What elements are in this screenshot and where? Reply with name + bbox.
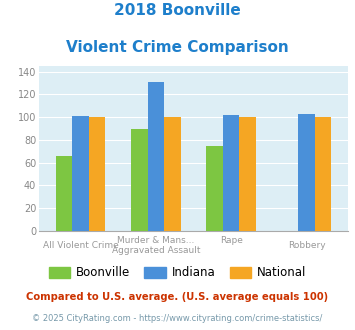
Legend: Boonville, Indiana, National: Boonville, Indiana, National xyxy=(44,262,311,284)
Bar xyxy=(223,115,239,231)
Bar xyxy=(56,156,72,231)
Text: Aggravated Assault: Aggravated Assault xyxy=(111,246,200,255)
Bar xyxy=(164,117,181,231)
Bar xyxy=(89,117,105,231)
Bar xyxy=(239,117,256,231)
Text: Robbery: Robbery xyxy=(288,241,325,250)
Text: Rape: Rape xyxy=(220,236,242,245)
Bar xyxy=(298,114,315,231)
Bar xyxy=(315,117,331,231)
Text: Compared to U.S. average. (U.S. average equals 100): Compared to U.S. average. (U.S. average … xyxy=(26,292,329,302)
Text: 2018 Boonville: 2018 Boonville xyxy=(114,3,241,18)
Text: Violent Crime Comparison: Violent Crime Comparison xyxy=(66,40,289,54)
Bar xyxy=(206,146,223,231)
Bar xyxy=(131,129,148,231)
Text: © 2025 CityRating.com - https://www.cityrating.com/crime-statistics/: © 2025 CityRating.com - https://www.city… xyxy=(32,314,323,323)
Text: Murder & Mans...: Murder & Mans... xyxy=(117,236,195,245)
Bar xyxy=(72,116,89,231)
Bar xyxy=(148,82,164,231)
Text: All Violent Crime: All Violent Crime xyxy=(43,241,118,250)
